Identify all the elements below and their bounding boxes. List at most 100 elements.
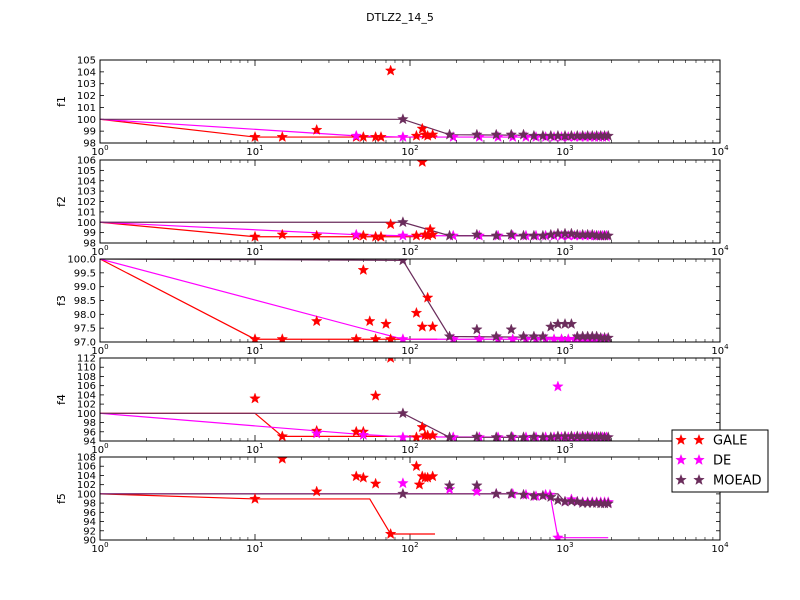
plot-area xyxy=(100,64,614,142)
y-tick-label: 98.5 xyxy=(74,296,96,307)
data-point-moead xyxy=(602,497,614,509)
y-tick-label: 98 xyxy=(83,139,96,150)
data-point-gale xyxy=(410,229,423,241)
data-point-de xyxy=(357,428,370,440)
axes-frame xyxy=(99,456,721,541)
legend-marker xyxy=(675,453,687,465)
plot-area xyxy=(100,259,614,342)
data-point-gale xyxy=(369,477,382,489)
y-tick-label: 101 xyxy=(77,103,96,114)
x-tick-label: 102 xyxy=(401,541,418,555)
data-point-moead xyxy=(490,128,503,140)
y-axis-label: f1 xyxy=(55,96,68,107)
data-point-moead xyxy=(565,227,578,239)
y-axis-label: f5 xyxy=(55,493,68,504)
data-point-de xyxy=(471,485,483,497)
data-point-gale xyxy=(276,130,289,142)
data-point-gale xyxy=(416,122,429,134)
y-tick-label: 102 xyxy=(77,480,96,491)
data-point-moead xyxy=(490,330,503,342)
data-point-gale xyxy=(249,130,261,142)
data-point-gale xyxy=(410,306,423,318)
y-tick-label: 100 xyxy=(77,218,96,229)
series-line-gale xyxy=(100,493,436,535)
data-point-gale xyxy=(310,229,323,241)
data-point-gale xyxy=(357,263,370,275)
data-point-moead xyxy=(537,330,549,342)
y-tick-label: 105 xyxy=(77,166,96,177)
data-point-moead xyxy=(517,128,530,140)
data-point-moead xyxy=(602,229,614,241)
y-tick-label: 96 xyxy=(83,427,96,438)
data-point-moead xyxy=(505,487,518,499)
x-tick-label: 103 xyxy=(556,442,573,456)
x-tick-label: 101 xyxy=(246,541,263,555)
y-tick-label: 106 xyxy=(77,381,96,392)
data-point-gale xyxy=(413,478,426,490)
data-point-gale xyxy=(375,230,387,242)
x-tick-label: 104 xyxy=(711,144,729,158)
data-point-moead xyxy=(471,228,483,240)
legend-box xyxy=(671,429,769,493)
x-tick-label: 100 xyxy=(91,343,108,357)
y-tick-label: 100.0 xyxy=(67,255,96,266)
y-tick-label: 100 xyxy=(77,115,96,126)
y-tick-label: 100 xyxy=(77,409,96,420)
x-tick-label: 101 xyxy=(246,144,263,158)
data-point-gale xyxy=(310,485,323,497)
series-line-gale xyxy=(100,259,438,340)
x-tick-label: 100 xyxy=(91,144,108,158)
data-point-moead xyxy=(552,494,564,506)
data-point-de xyxy=(397,477,409,489)
y-tick-label: 104 xyxy=(77,176,96,187)
data-point-moead xyxy=(490,487,503,499)
axes-frame xyxy=(99,357,721,442)
x-tick-label: 101 xyxy=(246,442,263,456)
data-point-gale xyxy=(249,392,261,404)
data-point-gale xyxy=(350,470,363,482)
data-point-de xyxy=(397,431,409,441)
data-point-gale xyxy=(387,358,395,363)
data-point-moead xyxy=(471,479,483,491)
data-point-moead xyxy=(443,229,456,241)
y-tick-label: 94 xyxy=(83,437,96,448)
data-point-gale xyxy=(363,315,376,327)
data-point-moead xyxy=(443,128,456,140)
y-tick-label: 99 xyxy=(83,228,96,239)
data-point-gale xyxy=(310,123,323,135)
data-point-moead xyxy=(505,430,518,441)
data-point-gale xyxy=(369,389,382,401)
x-tick-label: 103 xyxy=(556,541,573,555)
data-point-moead xyxy=(565,495,578,507)
legend-marker xyxy=(693,473,705,485)
x-tick-label: 102 xyxy=(401,343,418,357)
x-tick-label: 101 xyxy=(246,244,263,258)
data-point-moead xyxy=(471,430,483,441)
y-tick-label: 98 xyxy=(83,418,96,429)
y-tick-label: 97.0 xyxy=(74,338,96,349)
data-point-moead xyxy=(545,320,557,332)
data-point-gale xyxy=(410,460,423,472)
data-point-gale xyxy=(410,431,423,441)
x-tick-label: 103 xyxy=(556,244,573,258)
y-tick-label: 98.0 xyxy=(74,310,96,321)
data-point-gale xyxy=(426,429,439,441)
legend-marker xyxy=(675,433,687,445)
y-tick-label: 104 xyxy=(77,390,96,401)
data-point-moead xyxy=(443,479,456,491)
series-line-de xyxy=(100,493,609,539)
data-point-moead xyxy=(443,431,456,441)
y-tick-label: 102 xyxy=(77,400,96,411)
data-point-moead xyxy=(528,430,540,441)
data-point-gale xyxy=(416,160,429,167)
data-point-gale xyxy=(426,228,439,240)
y-tick-label: 102 xyxy=(77,91,96,102)
legend: GALE DE MOEAD xyxy=(671,429,769,493)
data-point-moead xyxy=(397,113,409,125)
data-point-moead xyxy=(397,407,409,419)
y-tick-label: 99 xyxy=(83,127,96,138)
data-point-moead xyxy=(545,491,557,503)
data-point-moead xyxy=(571,495,584,507)
legend-entry-moead: MOEAD xyxy=(675,473,762,489)
